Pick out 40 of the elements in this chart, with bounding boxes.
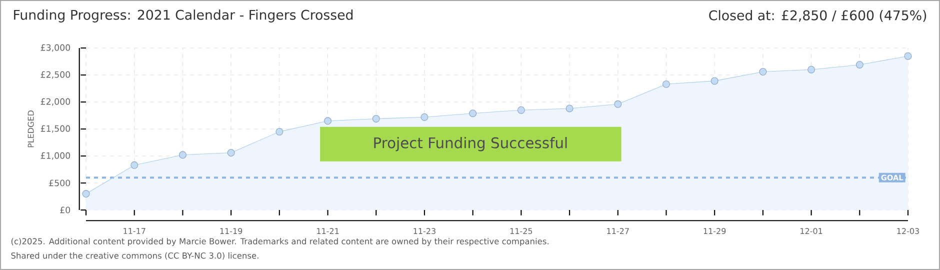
y-tick-label: £500: [49, 180, 70, 186]
chart-title: Funding Progress: 2021 Calendar - Fingers Crossed: [14, 10, 353, 22]
y-tick-label: £3,000: [40, 44, 70, 52]
y-tick-label: £2,000: [40, 98, 70, 106]
point: [178, 151, 186, 159]
y-axis-title: PLEDGED: [28, 110, 34, 148]
x-tick-label: 11-23: [414, 228, 436, 234]
point: [710, 77, 718, 85]
x-tick-label: 11-17: [124, 228, 146, 234]
x-tick-label: 11-25: [510, 228, 532, 234]
annotation: Project Funding Successful: [374, 137, 567, 152]
y-tick-label: £2,500: [40, 71, 70, 79]
chart-subtitle: Closed at: £2,850 / £600 (475%): [709, 10, 926, 22]
y-tick-label: £1,000: [40, 152, 70, 160]
point: [517, 106, 525, 114]
point: [856, 60, 864, 68]
x-tick-label: 11-29: [704, 228, 726, 234]
y-tick-label: £1,500: [40, 125, 70, 133]
point: [662, 80, 670, 88]
point: [276, 128, 284, 136]
point: [372, 114, 380, 122]
x-tick-label: 11-21: [317, 228, 339, 234]
x-tick-label: 11-27: [607, 228, 629, 234]
point: [759, 68, 767, 76]
point: [469, 110, 477, 118]
x-tick-label: 12-01: [800, 228, 822, 234]
point: [420, 113, 428, 121]
point: [904, 52, 912, 60]
point: [808, 66, 816, 74]
point: [82, 190, 90, 198]
point: [566, 104, 574, 112]
point: [130, 161, 138, 169]
x-tick-label: 12-03: [897, 228, 919, 234]
x-tick-label: 11-19: [220, 228, 242, 234]
point: [614, 100, 622, 108]
point: [227, 149, 235, 156]
text: (c)2025. Additional content provided by Marcie Bower. Trademarks and related content are owned by their respective companies.: [11, 238, 548, 246]
point: [324, 117, 332, 125]
text: Shared under the creative commons (CC BY-NC 3.0) license.: [11, 252, 258, 260]
y-tick-label: £0: [60, 206, 70, 214]
